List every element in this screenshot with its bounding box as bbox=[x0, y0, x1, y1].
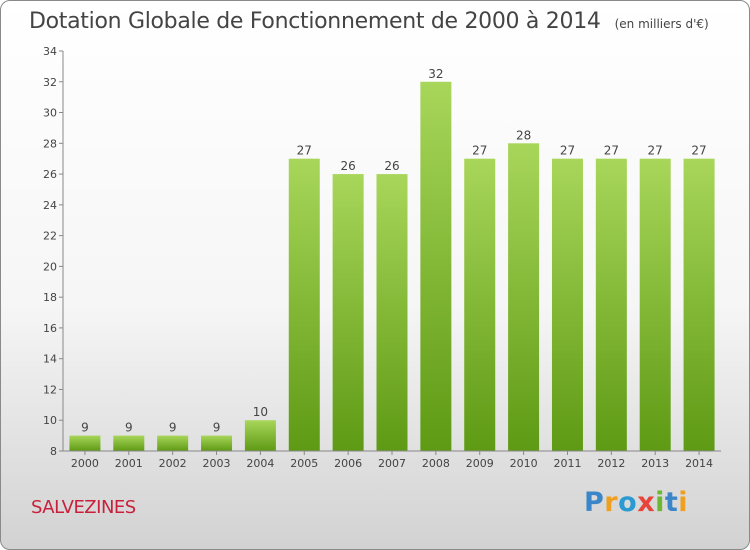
x-tick-label: 2006 bbox=[334, 457, 362, 470]
x-tick-label: 2013 bbox=[641, 457, 669, 470]
y-tick-label: 10 bbox=[43, 414, 57, 427]
bar-value-label: 27 bbox=[560, 144, 575, 158]
bar bbox=[420, 81, 452, 452]
y-tick-label: 12 bbox=[43, 383, 57, 396]
bar bbox=[288, 158, 320, 451]
bar-value-label: 9 bbox=[81, 421, 89, 435]
x-tick-label: 2005 bbox=[290, 457, 318, 470]
title-row: Dotation Globale de Fonctionnement de 20… bbox=[29, 9, 709, 34]
bar bbox=[464, 158, 496, 451]
x-tick-label: 2009 bbox=[466, 457, 494, 470]
bar-value-label: 32 bbox=[428, 67, 443, 81]
y-tick-label: 8 bbox=[50, 445, 57, 458]
x-tick-label: 2010 bbox=[510, 457, 538, 470]
chart-subtitle: (en milliers d'€) bbox=[614, 17, 709, 31]
y-tick-label: 14 bbox=[43, 353, 57, 366]
bar bbox=[376, 174, 408, 452]
bar bbox=[595, 158, 627, 451]
bar bbox=[201, 435, 233, 451]
bar bbox=[69, 435, 101, 451]
y-tick-label: 24 bbox=[43, 199, 57, 212]
y-tick-label: 28 bbox=[43, 137, 57, 150]
x-tick-label: 2008 bbox=[422, 457, 450, 470]
y-tick-label: 30 bbox=[43, 107, 57, 120]
bar-value-label: 27 bbox=[648, 144, 663, 158]
bar bbox=[508, 143, 540, 452]
bar-value-label: 9 bbox=[213, 421, 221, 435]
y-tick-label: 16 bbox=[43, 322, 57, 335]
y-tick-label: 26 bbox=[43, 168, 57, 181]
bar bbox=[113, 435, 145, 451]
bar-value-label: 9 bbox=[125, 421, 133, 435]
y-axis: 8 10 12 14 16 18 20 22 24 26 28 30 32 34 bbox=[43, 45, 64, 458]
y-tick-label: 22 bbox=[43, 230, 57, 243]
x-tick-label: 2003 bbox=[203, 457, 231, 470]
bar-value-label: 10 bbox=[253, 405, 268, 419]
bars: 9 9 9 9 10 27 26 26 32 27 28 27 27 27 27 bbox=[69, 67, 715, 452]
bar-value-label: 26 bbox=[384, 159, 399, 173]
commune-name: SALVEZINES bbox=[31, 497, 136, 518]
y-tick-label: 18 bbox=[43, 291, 57, 304]
bar-value-label: 27 bbox=[472, 144, 487, 158]
y-tick-label: 20 bbox=[43, 260, 57, 273]
x-tick-label: 2000 bbox=[71, 457, 99, 470]
bar bbox=[683, 158, 715, 451]
bar-value-label: 27 bbox=[691, 144, 706, 158]
proxiti-logo: Proxiti bbox=[584, 487, 689, 518]
x-tick-label: 2012 bbox=[597, 457, 625, 470]
x-axis: 2000 2001 2002 2003 2004 2005 2006 2007 2008 2009… bbox=[63, 450, 721, 470]
x-tick-label: 2007 bbox=[378, 457, 406, 470]
bar-value-label: 26 bbox=[340, 159, 355, 173]
bar-value-label: 27 bbox=[297, 144, 312, 158]
chart-title: Dotation Globale de Fonctionnement de 20… bbox=[29, 9, 601, 34]
bar-value-label: 28 bbox=[516, 128, 531, 142]
bar bbox=[157, 435, 189, 451]
bar bbox=[244, 420, 276, 451]
x-tick-label: 2001 bbox=[115, 457, 143, 470]
bar bbox=[332, 174, 364, 452]
x-tick-label: 2014 bbox=[685, 457, 713, 470]
bar-value-label: 9 bbox=[169, 421, 177, 435]
x-tick-label: 2002 bbox=[159, 457, 187, 470]
x-tick-label: 2004 bbox=[246, 457, 274, 470]
bar-value-label: 27 bbox=[604, 144, 619, 158]
y-tick-label: 32 bbox=[43, 76, 57, 89]
y-tick-label: 34 bbox=[43, 45, 57, 58]
bar bbox=[639, 158, 671, 451]
bar bbox=[551, 158, 583, 451]
x-tick-label: 2011 bbox=[553, 457, 581, 470]
